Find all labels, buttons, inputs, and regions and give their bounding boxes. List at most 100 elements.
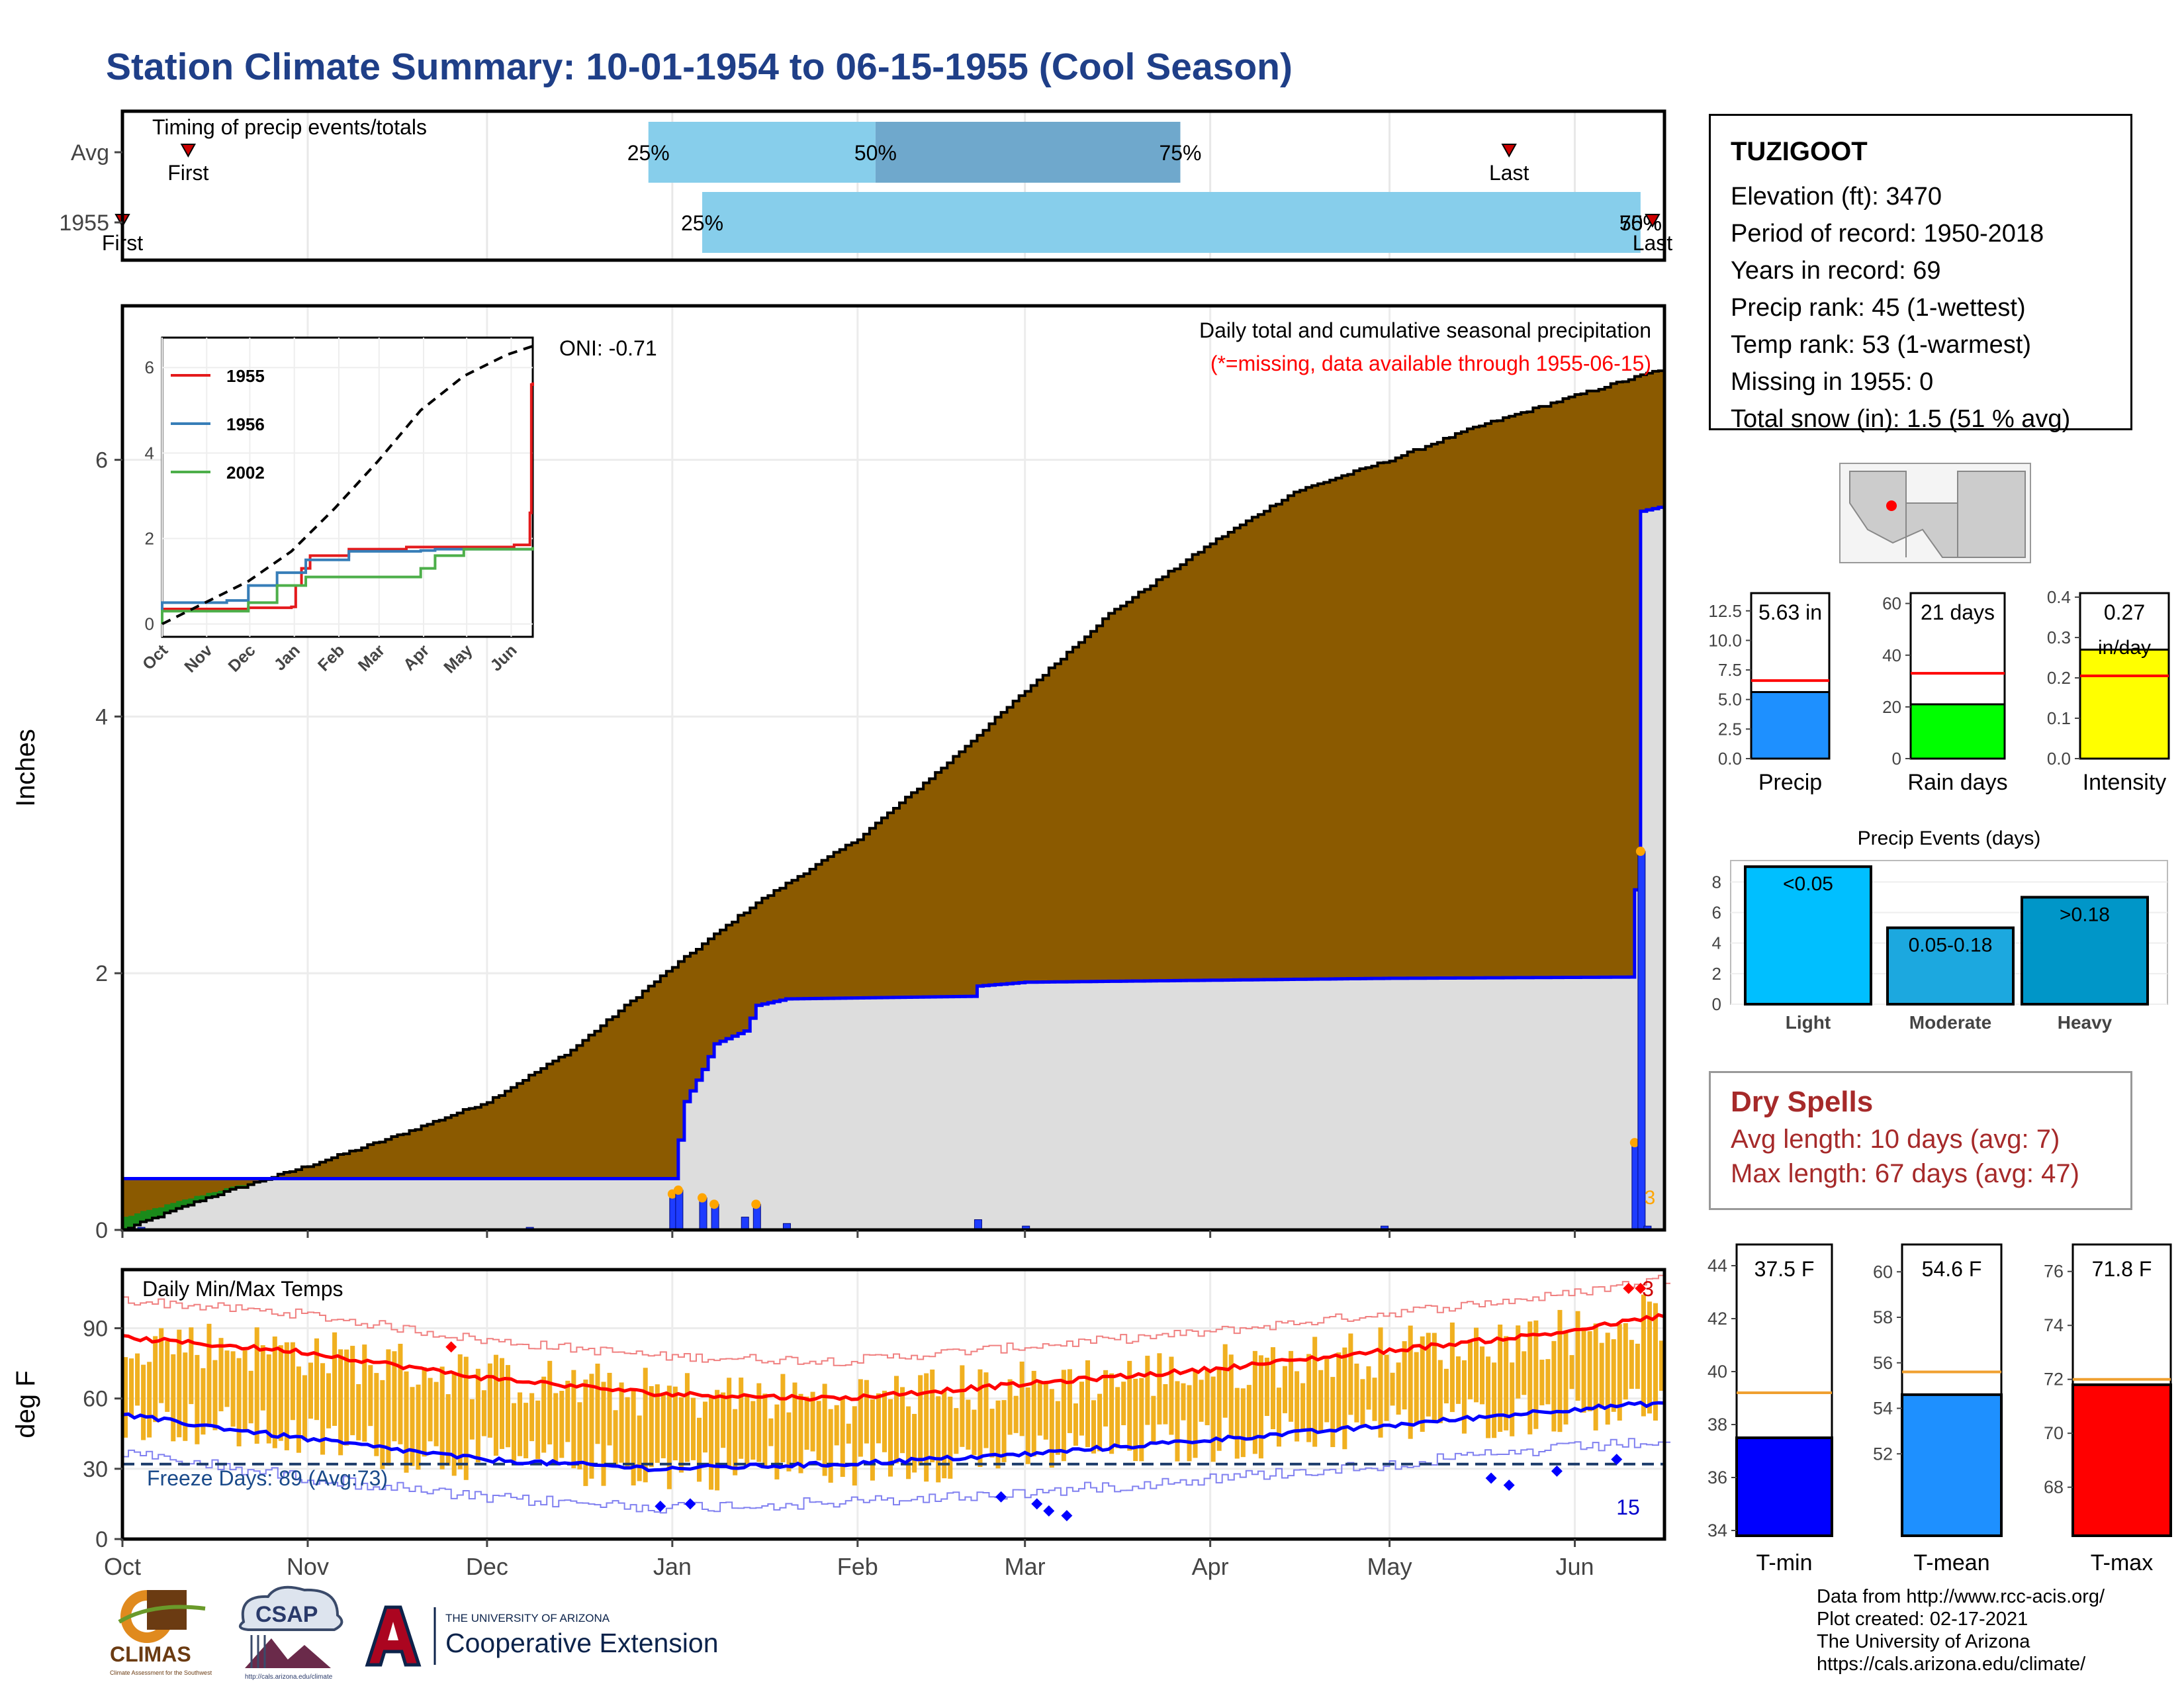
temps-daily-bar	[1569, 1355, 1574, 1389]
mini-bar-label: Rain days	[1907, 770, 2007, 795]
temps-daily-bar	[386, 1349, 391, 1466]
mini-bar-ytick-label: 5.0	[1718, 690, 1742, 710]
precip-daily-bar	[699, 1197, 707, 1231]
temps-daily-bar	[338, 1349, 343, 1456]
temps-record-min-line	[122, 1438, 1671, 1514]
temps-daily-bar	[1617, 1324, 1622, 1421]
temps-daily-bar	[248, 1370, 253, 1424]
precip-below-avg-fill	[122, 507, 1664, 1231]
temps-daily-bar	[721, 1392, 726, 1448]
events-category-label: Heavy	[2058, 1012, 2113, 1033]
mini-bar-value-bottom: in/day	[2098, 637, 2151, 659]
temps-daily-bar	[1414, 1352, 1419, 1423]
temps-daily-bar	[924, 1373, 929, 1482]
temps-daily-bar	[660, 1395, 666, 1458]
temps-daily-bar	[936, 1396, 941, 1483]
temps-daily-bar	[1205, 1368, 1210, 1425]
temps-daily-bar	[1599, 1342, 1604, 1409]
university-of-arizona-logo[interactable]: THE UNIVERSITY OF ARIZONA Cooperative Ex…	[361, 1602, 731, 1675]
temps-daily-bar	[1289, 1350, 1294, 1422]
temps-daily-bar	[302, 1375, 307, 1440]
temps-daily-bar	[1467, 1339, 1473, 1399]
temps-daily-bar	[571, 1370, 576, 1469]
timing-avg-first-label: First	[167, 161, 208, 185]
temps-daily-bar	[1216, 1367, 1222, 1451]
temp-bar-t-min	[1735, 1436, 1833, 1537]
precip-daily-marker	[1635, 847, 1645, 857]
climas-logo[interactable]: CLIMAS Climate Assessment for the Southw…	[106, 1582, 218, 1681]
temps-xtick-label: Apr	[1192, 1553, 1229, 1580]
temps-daily-bar	[1629, 1340, 1634, 1389]
temps-daily-bar	[523, 1403, 529, 1458]
temps-daily-bar	[1336, 1352, 1342, 1429]
temps-daily-bar	[1228, 1354, 1234, 1436]
temps-daily-bar	[356, 1383, 361, 1440]
temps-daily-bar	[1013, 1395, 1019, 1433]
temps-daily-bar	[1426, 1333, 1431, 1417]
ua-big-text: Cooperative Extension	[445, 1628, 719, 1658]
temps-daily-bar	[177, 1329, 182, 1438]
csap-logo[interactable]: CSAP http://cals.arizona.edu/climate	[232, 1582, 351, 1681]
temps-daily-bar	[1001, 1400, 1007, 1462]
temps-daily-bar	[1360, 1379, 1365, 1428]
temps-daily-bar	[1276, 1387, 1282, 1447]
temps-daily-bar	[1581, 1327, 1586, 1413]
precip-daily-bar	[741, 1217, 749, 1231]
temp-bar-ytick-label: 44	[1707, 1256, 1727, 1276]
station-period: Period of record: 1950-2018	[1731, 220, 2044, 248]
temps-daily-bar	[1449, 1322, 1455, 1413]
events-category-label: Moderate	[1909, 1012, 1991, 1033]
temps-daily-bar	[410, 1387, 415, 1466]
temps-daily-bar	[1318, 1370, 1324, 1432]
timing-title: Timing of precip events/totals	[152, 115, 427, 139]
temps-avg-max-line	[122, 1313, 1665, 1402]
mini-bar-value-top: 0.27	[2104, 600, 2145, 624]
side-panels: 5.63 in 0.0 2.5 5.0 7.5 10.0 12.5 Precip 21 days…	[1707, 463, 2172, 1575]
timing-avg-pct-label: 75%	[1159, 141, 1201, 165]
station-name: TUZIGOOT	[1731, 137, 1868, 166]
temps-daily-bar	[678, 1397, 684, 1473]
temp-bar-ytick-label: 68	[2044, 1477, 2064, 1497]
temps-daily-bar	[852, 1406, 857, 1486]
temps-daily-bar	[1611, 1339, 1616, 1412]
temps-daily-bar	[619, 1382, 624, 1463]
precip-daily-marker	[698, 1193, 707, 1203]
temps-daily-bar	[978, 1369, 983, 1468]
temps-daily-bar	[637, 1415, 642, 1481]
temp-bar-ytick-label: 70	[2044, 1423, 2064, 1443]
temps-daily-bar	[1510, 1362, 1515, 1436]
precip-daily-marker	[751, 1199, 761, 1209]
temps-daily-bar	[1623, 1323, 1628, 1400]
temps-daily-bar	[1121, 1382, 1126, 1426]
temps-daily-bar	[1067, 1369, 1072, 1433]
temps-daily-bar	[684, 1373, 690, 1462]
events-bin-label: 0.05-0.18	[1909, 935, 1993, 957]
temps-daily-bar	[1522, 1351, 1527, 1395]
temps-daily-bar	[1372, 1378, 1377, 1421]
temps-daily-bar	[1181, 1383, 1186, 1421]
temps-daily-bar	[422, 1367, 427, 1457]
temps-daily-bar	[1348, 1333, 1353, 1415]
temps-daily-bar	[1653, 1303, 1658, 1421]
temps-daily-bar	[475, 1368, 480, 1463]
dry-spells-avg: Avg length: 10 days (avg: 7)	[1731, 1125, 2060, 1154]
temps-daily-bar	[1037, 1381, 1042, 1436]
temps-daily-bar	[1539, 1360, 1545, 1405]
ua-small-text: THE UNIVERSITY OF ARIZONA	[445, 1612, 610, 1624]
temps-daily-bar	[362, 1344, 367, 1442]
temps-record-low-marker	[1503, 1479, 1515, 1491]
temps-daily-bar	[894, 1376, 899, 1464]
inset-legend-label: 2002	[226, 463, 265, 483]
timing-row-label: Avg	[71, 140, 109, 165]
temps-daily-bar	[1557, 1309, 1563, 1432]
temps-daily-bar	[1295, 1371, 1300, 1442]
inset-average-line	[161, 345, 533, 626]
temps-daily-bar	[1222, 1344, 1228, 1418]
temps-daily-bar	[1115, 1387, 1120, 1448]
temps-daily-bar	[954, 1408, 959, 1454]
temps-daily-bar	[672, 1386, 678, 1461]
temps-daily-bar	[1527, 1321, 1533, 1434]
temps-daily-bar	[1283, 1366, 1288, 1413]
temps-ytick-label: 60	[83, 1387, 108, 1412]
temps-daily-bar	[404, 1371, 409, 1473]
